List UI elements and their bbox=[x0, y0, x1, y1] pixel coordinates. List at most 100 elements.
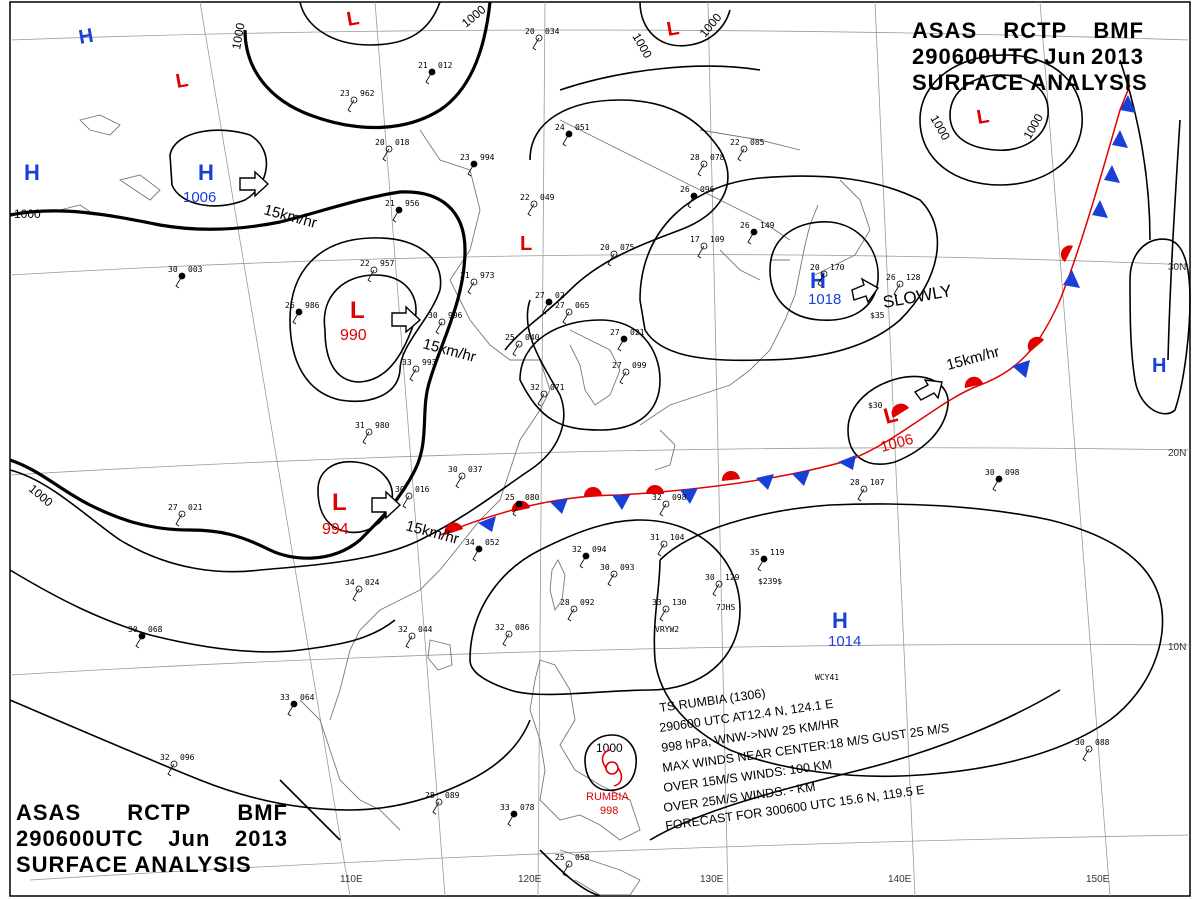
isobar-typhoon bbox=[584, 734, 637, 792]
station-pressure: 071 bbox=[550, 383, 565, 392]
station-plot: 32 098 bbox=[652, 493, 687, 517]
ship-id: WCY41 bbox=[815, 673, 839, 682]
isobar-label: 1000 bbox=[26, 482, 56, 510]
warm-bump bbox=[584, 487, 602, 496]
isobar-central-loop bbox=[519, 319, 661, 431]
station-pressure: 058 bbox=[575, 853, 590, 862]
wind-barb-icon bbox=[402, 495, 410, 509]
station-plot: 22 957 bbox=[360, 259, 395, 283]
station-pressure: 086 bbox=[515, 623, 530, 632]
station-circle-icon bbox=[715, 580, 723, 588]
wind-barb-icon bbox=[382, 148, 390, 162]
station-circle-icon bbox=[385, 145, 393, 153]
station-temperature: 32 bbox=[572, 545, 582, 554]
station-plot: 23 994 bbox=[460, 153, 495, 177]
station-temperature: 25 bbox=[505, 333, 515, 342]
typhoon-pressure-label: 998 bbox=[600, 805, 618, 817]
station-temperature: 28 bbox=[690, 153, 700, 162]
wind-barb-icon bbox=[435, 321, 443, 335]
station-plot: 32 071 bbox=[530, 383, 565, 407]
warm-bump bbox=[1060, 245, 1073, 262]
wind-barb-icon bbox=[425, 71, 433, 85]
cold-triangle bbox=[1112, 130, 1128, 148]
station-pressure: 099 bbox=[632, 361, 647, 370]
header-time-row: 290600UTC Jun 2013 bbox=[912, 44, 1144, 70]
station-plot: 28 078 bbox=[690, 153, 725, 177]
station-plot: 21 956 bbox=[385, 199, 420, 223]
high-center-symbol: H bbox=[24, 160, 40, 185]
station-plot: 30 037 bbox=[448, 465, 483, 489]
isobar-label: 1000 bbox=[927, 113, 953, 143]
station-plot: 32 096 bbox=[160, 753, 195, 777]
station-temperature: 30 bbox=[1075, 738, 1085, 747]
high-center-symbol: H bbox=[1152, 355, 1166, 377]
low-center-symbol: L bbox=[520, 233, 532, 255]
wind-barb-icon bbox=[135, 635, 143, 649]
high-center-symbol: H bbox=[77, 25, 95, 49]
wind-barb-icon bbox=[175, 513, 183, 527]
station-pressure: 098 bbox=[672, 493, 687, 502]
station-pressure: 088 bbox=[1095, 738, 1110, 747]
motion-label-slowly: SLOWLY bbox=[881, 281, 953, 312]
station-pressure: 075 bbox=[620, 243, 635, 252]
cold-triangle bbox=[478, 516, 496, 532]
wind-barb-icon bbox=[405, 635, 413, 649]
header-bottom: ASAS RCTP BMF 290600UTC Jun 2013 SURFACE… bbox=[16, 800, 288, 878]
header-time: 290600UTC bbox=[912, 44, 1040, 69]
wind-barb-icon bbox=[175, 275, 183, 289]
wind-barb-icon bbox=[747, 231, 755, 245]
low-pressure-value: 990 bbox=[340, 327, 367, 344]
station-plot: 30 068 bbox=[128, 625, 163, 649]
wind-barb-icon bbox=[687, 195, 695, 209]
station-temperature: 30 bbox=[168, 265, 178, 274]
ship-id: 7JHS bbox=[716, 603, 735, 612]
coastlines bbox=[59, 114, 871, 896]
wind-barb-icon bbox=[579, 555, 587, 569]
station-pressure: 096 bbox=[180, 753, 195, 762]
station-plot: 26 149 bbox=[740, 221, 775, 245]
station-plot: 30 016 bbox=[395, 485, 430, 509]
header-time-row: 290600UTC Jun 2013 bbox=[16, 826, 288, 852]
station-pressure: 170 bbox=[830, 263, 845, 272]
motion-arrow-icon bbox=[851, 277, 880, 304]
isobar-label: 1000 bbox=[629, 31, 655, 61]
motion-arrow-icon bbox=[239, 170, 270, 198]
typhoon-icon bbox=[601, 749, 623, 787]
wind-barb-icon bbox=[467, 163, 475, 177]
station-temperature: 20 bbox=[600, 243, 610, 252]
wind-barb-icon bbox=[512, 343, 520, 357]
station-circle-icon bbox=[700, 242, 708, 250]
isobar-northeast-low-outer bbox=[919, 54, 1083, 186]
station-temperature: 27 bbox=[610, 328, 620, 337]
coast-kyushu bbox=[654, 429, 676, 471]
station-circle-icon bbox=[565, 308, 573, 316]
station-circle-icon bbox=[435, 798, 443, 806]
station-circle-icon bbox=[1085, 745, 1093, 753]
wind-barb-icon bbox=[617, 338, 625, 352]
station-temperature: 22 bbox=[730, 138, 740, 147]
wind-barb-icon bbox=[542, 301, 550, 315]
ship-id: $35 bbox=[870, 311, 885, 320]
coast-hainan bbox=[427, 639, 453, 671]
low-pressure-value: 1006 bbox=[879, 431, 916, 456]
station-circle-icon bbox=[470, 278, 478, 286]
station-plot: 33 078 bbox=[500, 803, 535, 827]
station-plot: 23 962 bbox=[340, 89, 375, 113]
longitude-label: 110E bbox=[340, 874, 363, 885]
station-plot: 25 040 bbox=[505, 333, 540, 357]
station-plot: 27 02 bbox=[535, 291, 565, 315]
station-pressure: 994 bbox=[480, 153, 495, 162]
isobar-china-low-mid bbox=[289, 237, 442, 402]
wind-barb-icon bbox=[347, 99, 355, 113]
station-pressure: 109 bbox=[710, 235, 725, 244]
station-circle-icon bbox=[370, 266, 378, 274]
header-product: BMF bbox=[237, 800, 288, 825]
station-circle-icon bbox=[530, 200, 538, 208]
isobar-label: 1000 bbox=[1020, 111, 1046, 141]
wind-barb-icon bbox=[737, 148, 745, 162]
isobar-japan-outer bbox=[639, 175, 939, 362]
station-circle-icon bbox=[170, 760, 178, 768]
station-plot: 32 044 bbox=[398, 625, 433, 649]
station-circle-icon bbox=[540, 390, 548, 398]
low-center-symbol: L bbox=[881, 401, 900, 429]
